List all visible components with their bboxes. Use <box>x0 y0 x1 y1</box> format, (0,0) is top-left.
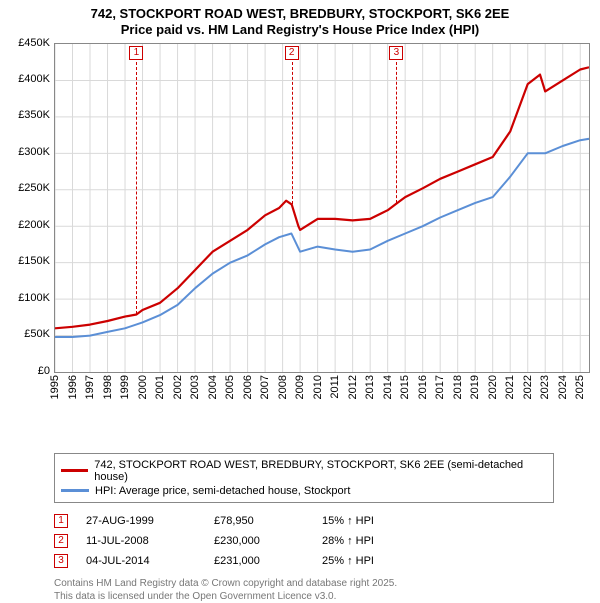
sale-date: 11-JUL-2008 <box>86 535 196 547</box>
sale-marker: 3 <box>54 554 68 568</box>
sale-hpi-delta: 15% ↑ HPI <box>322 515 412 527</box>
flag-line <box>396 62 397 204</box>
legend: 742, STOCKPORT ROAD WEST, BREDBURY, STOC… <box>54 453 554 503</box>
y-tick-label: £300K <box>18 146 50 158</box>
y-tick-label: £400K <box>18 73 50 85</box>
sale-price: £230,000 <box>214 535 304 547</box>
x-tick-label: 2024 <box>557 375 569 399</box>
x-tick-label: 2014 <box>382 375 394 399</box>
x-tick-label: 2011 <box>329 375 341 399</box>
x-tick-label: 2023 <box>539 375 551 399</box>
series-hpi <box>55 138 589 336</box>
footer-line2: This data is licensed under the Open Gov… <box>54 590 592 603</box>
x-tick-label: 2012 <box>347 375 359 399</box>
legend-label-1: 742, STOCKPORT ROAD WEST, BREDBURY, STOC… <box>94 459 547 483</box>
flag-number: 2 <box>285 46 299 60</box>
x-tick-label: 2018 <box>452 375 464 399</box>
plot-region: 1 2 3 <box>54 43 590 373</box>
title-line1: 742, STOCKPORT ROAD WEST, BREDBURY, STOC… <box>8 6 592 22</box>
legend-label-2: HPI: Average price, semi-detached house,… <box>95 485 350 497</box>
flag-number: 3 <box>389 46 403 60</box>
x-tick-label: 2025 <box>574 375 586 399</box>
sale-row: 1 27-AUG-1999 £78,950 15% ↑ HPI <box>54 511 592 531</box>
x-tick-label: 1995 <box>49 375 61 399</box>
sale-price: £78,950 <box>214 515 304 527</box>
x-tick-label: 2006 <box>242 375 254 399</box>
x-tick-label: 1997 <box>84 375 96 399</box>
y-tick-label: £450K <box>18 37 50 49</box>
chart-title: 742, STOCKPORT ROAD WEST, BREDBURY, STOC… <box>8 6 592 39</box>
x-tick-label: 2016 <box>417 375 429 399</box>
title-line2: Price paid vs. HM Land Registry's House … <box>8 22 592 38</box>
legend-row-1: 742, STOCKPORT ROAD WEST, BREDBURY, STOC… <box>61 458 547 484</box>
footer-line1: Contains HM Land Registry data © Crown c… <box>54 577 592 590</box>
sale-hpi-delta: 25% ↑ HPI <box>322 555 412 567</box>
x-tick-label: 2007 <box>259 375 271 399</box>
y-tick-label: £350K <box>18 109 50 121</box>
x-tick-label: 2010 <box>312 375 324 399</box>
flag-line <box>136 62 137 314</box>
x-tick-label: 2022 <box>522 375 534 399</box>
x-axis-labels: 1995199619971998199920002001200220032004… <box>54 375 590 411</box>
sale-row: 2 11-JUL-2008 £230,000 28% ↑ HPI <box>54 531 592 551</box>
x-tick-label: 2021 <box>504 375 516 399</box>
x-tick-label: 1999 <box>119 375 131 399</box>
x-tick-label: 2004 <box>207 375 219 399</box>
chart-area: £0£50K£100K£150K£200K£250K£300K£350K£400… <box>8 43 592 413</box>
sale-price: £231,000 <box>214 555 304 567</box>
sales-table: 1 27-AUG-1999 £78,950 15% ↑ HPI 2 11-JUL-2008… <box>54 511 592 571</box>
y-tick-label: £200K <box>18 219 50 231</box>
y-tick-label: £50K <box>24 328 50 340</box>
x-tick-label: 2020 <box>487 375 499 399</box>
x-tick-label: 1998 <box>102 375 114 399</box>
sale-date: 27-AUG-1999 <box>86 515 196 527</box>
x-tick-label: 2008 <box>277 375 289 399</box>
x-tick-label: 2017 <box>434 375 446 399</box>
x-tick-label: 2001 <box>154 375 166 399</box>
x-tick-label: 2000 <box>137 375 149 399</box>
sale-date: 04-JUL-2014 <box>86 555 196 567</box>
x-tick-label: 2009 <box>294 375 306 399</box>
x-tick-label: 2002 <box>172 375 184 399</box>
sale-marker: 2 <box>54 534 68 548</box>
x-tick-label: 1996 <box>67 375 79 399</box>
y-tick-label: £250K <box>18 182 50 194</box>
flag-line <box>292 62 293 204</box>
x-tick-label: 2019 <box>469 375 481 399</box>
sale-hpi-delta: 28% ↑ HPI <box>322 535 412 547</box>
x-tick-label: 2003 <box>189 375 201 399</box>
flag-number: 1 <box>129 46 143 60</box>
sale-marker: 1 <box>54 514 68 528</box>
legend-swatch-2 <box>61 489 89 492</box>
series-price_paid <box>55 67 589 328</box>
x-tick-label: 2005 <box>224 375 236 399</box>
legend-swatch-1 <box>61 469 88 472</box>
y-tick-label: £150K <box>18 255 50 267</box>
y-axis-labels: £0£50K£100K£150K£200K£250K£300K£350K£400… <box>8 43 52 373</box>
y-tick-label: £100K <box>18 292 50 304</box>
sale-row: 3 04-JUL-2014 £231,000 25% ↑ HPI <box>54 551 592 571</box>
x-tick-label: 2015 <box>399 375 411 399</box>
legend-row-2: HPI: Average price, semi-detached house,… <box>61 484 547 498</box>
x-tick-label: 2013 <box>364 375 376 399</box>
series-lines <box>55 44 589 372</box>
